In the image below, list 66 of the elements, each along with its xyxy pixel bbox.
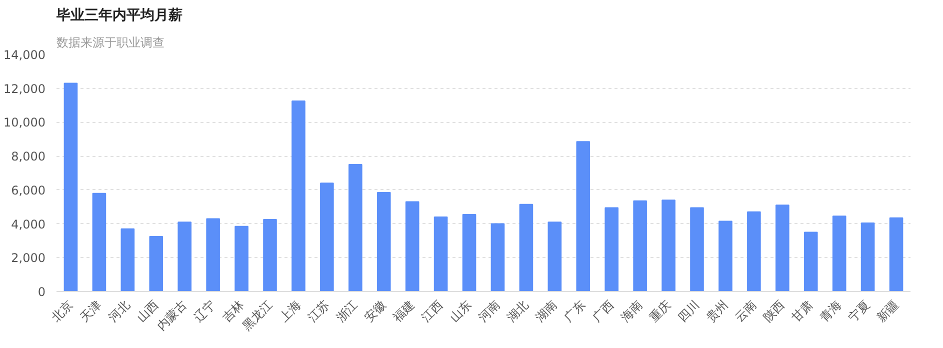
- x-tick-label: 河南: [476, 298, 503, 324]
- y-tick-label: 10,000: [4, 116, 46, 130]
- x-tick-label: 四川: [675, 298, 702, 324]
- y-tick-label: 6,000: [11, 183, 46, 198]
- bar: [292, 100, 306, 292]
- bar: [376, 192, 391, 292]
- bar: [519, 204, 534, 292]
- bar: [434, 216, 448, 292]
- bar: [490, 223, 505, 292]
- y-tick-label: 12,000: [4, 82, 46, 96]
- bar: [548, 222, 562, 292]
- bar: [320, 182, 334, 292]
- bar: [604, 207, 619, 292]
- x-tick-label: 福建: [390, 298, 418, 324]
- x-tick-label: 天津: [77, 298, 104, 324]
- bar: [747, 211, 761, 292]
- x-tick-label: 广西: [590, 298, 617, 324]
- x-tick-label: 湖北: [504, 298, 532, 324]
- bar: [832, 216, 846, 292]
- x-tick-label: 江西: [418, 298, 446, 324]
- bar: [718, 220, 732, 292]
- bar: [576, 141, 590, 292]
- x-tick-label: 北京: [48, 298, 76, 324]
- x-tick-label: 河北: [106, 298, 133, 324]
- y-tick-label: 2,000: [11, 251, 46, 266]
- bar: [120, 228, 135, 292]
- bar: [860, 222, 875, 292]
- bar: [405, 201, 420, 292]
- x-tick-label: 辽宁: [191, 298, 218, 324]
- bar: [775, 204, 790, 292]
- bar: [889, 217, 904, 292]
- x-tick-label: 江苏: [305, 298, 332, 324]
- x-tick-label: 湖南: [532, 298, 560, 324]
- y-tick-label: 8,000: [11, 150, 46, 164]
- chart-title: 毕业三年内平均月薪: [56, 8, 182, 24]
- bar: [149, 236, 164, 292]
- y-tick-label: 4,000: [11, 217, 46, 232]
- x-tick-label: 宁夏: [846, 298, 873, 324]
- x-tick-label: 山东: [447, 298, 474, 324]
- x-tick-label: 云南: [732, 298, 759, 324]
- bar: [690, 207, 704, 292]
- bar: [633, 200, 647, 292]
- x-tick-label: 新疆: [874, 298, 902, 324]
- bar: [64, 82, 78, 292]
- x-tick-label: 青海: [817, 298, 844, 324]
- bar: [92, 192, 106, 292]
- x-tick-label: 海南: [618, 298, 646, 324]
- x-tick-label: 上海: [276, 298, 304, 324]
- x-tick-label: 重庆: [646, 298, 674, 324]
- bar: [178, 222, 192, 292]
- bar: [348, 164, 362, 292]
- x-tick-label: 陕西: [760, 298, 788, 324]
- bar: [263, 219, 277, 292]
- x-tick-label: 广东: [561, 298, 588, 324]
- x-tick-label: 甘肃: [788, 298, 816, 324]
- bar: [206, 218, 220, 292]
- bar: [804, 232, 818, 292]
- bar: [662, 200, 676, 292]
- y-tick-label: 0: [38, 285, 46, 299]
- y-tick-label: 14,000: [4, 48, 46, 62]
- x-tick-label: 浙江: [333, 298, 360, 324]
- bar: [234, 226, 248, 292]
- x-tick-label: 安徽: [362, 298, 389, 324]
- chart-subtitle: 数据来源于职业调查: [56, 36, 164, 50]
- x-tick-label: 贵州: [704, 298, 730, 324]
- bar: [462, 214, 476, 292]
